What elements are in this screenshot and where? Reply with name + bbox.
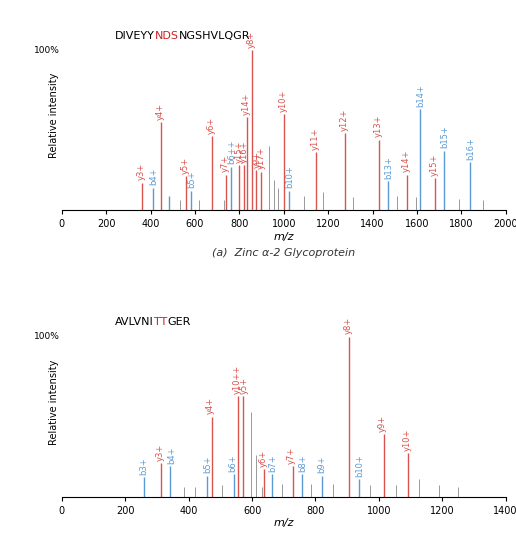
Text: 100%: 100% (34, 45, 60, 54)
Text: NGSHVLQGR: NGSHVLQGR (179, 31, 251, 41)
Text: GER: GER (167, 317, 190, 327)
Text: b15+: b15+ (440, 125, 449, 148)
Text: y10+: y10+ (279, 89, 287, 112)
Y-axis label: Relative intensity: Relative intensity (49, 359, 59, 445)
Text: y8+: y8+ (247, 30, 256, 48)
Text: y5+: y5+ (181, 157, 190, 174)
Text: b4+: b4+ (167, 446, 176, 464)
Text: b3+: b3+ (139, 458, 148, 475)
Y-axis label: Relative intensity: Relative intensity (49, 73, 59, 159)
X-axis label: m/z: m/z (273, 232, 294, 242)
Text: y3+: y3+ (137, 163, 146, 180)
Text: b13+: b13+ (384, 156, 393, 179)
Text: 100%: 100% (34, 332, 60, 341)
Text: b5+: b5+ (203, 456, 213, 474)
Text: y15+: y15+ (234, 140, 243, 163)
Text: y3+: y3+ (155, 443, 165, 461)
Text: b10+: b10+ (356, 454, 365, 477)
Text: y10+: y10+ (402, 429, 412, 451)
Text: y6+: y6+ (259, 450, 268, 467)
Text: y9+: y9+ (252, 151, 262, 168)
Text: y4+: y4+ (156, 103, 165, 120)
Text: DIVEYY: DIVEYY (115, 31, 155, 41)
Text: b4+: b4+ (149, 168, 158, 185)
Text: y16+: y16+ (240, 140, 249, 163)
Text: b6++: b6++ (227, 140, 236, 164)
Text: y12+: y12+ (340, 108, 349, 131)
Text: y10++: y10++ (233, 364, 242, 394)
Text: b10+: b10+ (285, 166, 295, 189)
Text: y9+: y9+ (378, 415, 387, 432)
Text: (a)  Zinc α-2 Glycoprotein: (a) Zinc α-2 Glycoprotein (212, 248, 356, 258)
Text: y4+: y4+ (206, 397, 215, 414)
Text: NDS: NDS (155, 31, 179, 41)
Text: b14+: b14+ (416, 84, 425, 107)
Text: b9+: b9+ (317, 456, 326, 474)
Text: b7+: b7+ (268, 454, 277, 472)
Text: y5+: y5+ (239, 376, 249, 394)
Text: y11+: y11+ (311, 128, 320, 150)
Text: b16+: b16+ (466, 137, 475, 160)
Text: y15+: y15+ (429, 153, 439, 176)
Text: b5+: b5+ (187, 171, 196, 189)
Text: y6+: y6+ (207, 117, 216, 134)
Text: y7+: y7+ (287, 446, 296, 464)
Text: y13+: y13+ (374, 115, 383, 137)
Text: AVLVNI: AVLVNI (115, 317, 154, 327)
Text: b6+: b6+ (228, 454, 237, 472)
Text: y8+: y8+ (343, 317, 352, 334)
Text: y7+: y7+ (221, 155, 230, 172)
X-axis label: m/z: m/z (273, 519, 294, 529)
Text: y14+: y14+ (402, 150, 411, 172)
Text: y14+: y14+ (242, 92, 251, 115)
Text: b8+: b8+ (299, 454, 308, 472)
Text: y17+: y17+ (257, 147, 266, 169)
Text: TT: TT (154, 317, 167, 327)
